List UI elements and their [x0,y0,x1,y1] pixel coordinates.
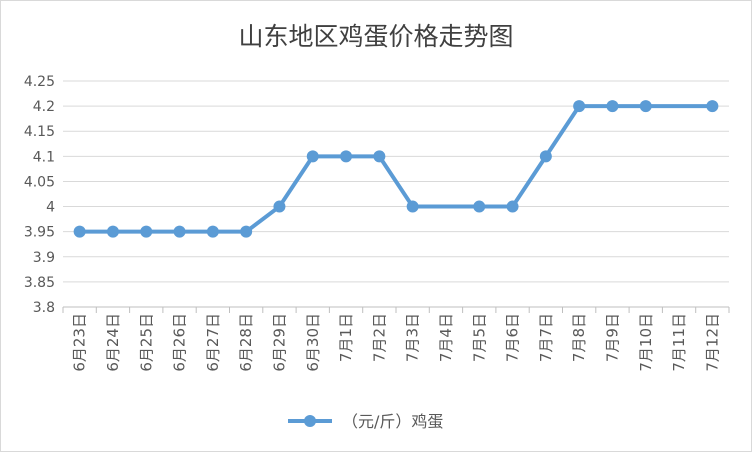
data-point [639,100,652,113]
data-point [473,200,486,213]
data-point [373,150,386,163]
data-point [706,100,719,113]
data-point [106,225,119,238]
x-tick-label: 6月24日 [104,313,122,372]
data-point [506,200,519,213]
data-point [73,225,86,238]
chart-title: 山东地区鸡蛋价格走势图 [238,22,513,51]
x-axis [62,306,730,313]
x-tick-label: 7月2日 [370,313,388,362]
x-tick-label: 6月27日 [204,313,222,372]
x-tick-label: 7月10日 [637,313,655,372]
data-point [173,225,186,238]
y-tick-label: 4.15 [24,124,55,140]
data-point [573,100,586,113]
x-tick-label: 6月28日 [237,313,255,372]
legend: （元/斤）鸡蛋 [288,412,443,431]
x-tick-label: 7月1日 [337,313,355,362]
x-tick-labels: 6月23日 6月24日 6月25日 6月26日 6月27日 6月28日 6月29日 6月30日… [71,313,722,372]
y-tick-label: 3.95 [24,225,55,241]
data-point [306,150,319,163]
x-tick-label: 7月11日 [670,313,688,372]
y-tick-label: 4.1 [33,149,55,165]
y-tick-label: 4.25 [24,74,55,90]
data-point [206,225,219,238]
x-tick-label: 6月30日 [304,313,322,372]
data-point [140,225,153,238]
y-tick-label: 3.8 [33,300,55,316]
y-tick-label: 4.2 [33,99,55,115]
y-tick-label: 4.05 [24,174,55,190]
legend-marker [304,415,316,427]
x-tick-label: 7月8日 [570,313,588,362]
gridlines [63,80,729,308]
y-tick-label: 4 [46,200,55,216]
y-tick-label: 3.9 [33,250,55,266]
data-point [406,200,419,213]
data-point [240,225,253,238]
y-tick-label: 3.85 [24,275,55,291]
series-line [79,104,713,234]
x-tick-label: 6月29日 [270,313,288,372]
x-tick-label: 6月23日 [71,313,89,372]
x-tick-label: 7月3日 [404,313,422,362]
x-tick-label: 6月25日 [137,313,155,372]
data-point [539,150,552,163]
data-point [606,100,619,113]
x-tick-label: 7月12日 [703,313,721,372]
data-point [340,150,353,163]
x-tick-label: 7月4日 [437,313,455,362]
legend-label: （元/斤）鸡蛋 [342,412,443,431]
x-tick-label: 7月9日 [603,313,621,362]
x-tick-label: 6月26日 [171,313,189,372]
x-tick-label: 7月6日 [504,313,522,362]
x-tick-label: 7月7日 [537,313,555,362]
x-tick-label: 7月5日 [470,313,488,362]
series-layer [73,100,719,238]
data-point [273,200,286,213]
y-tick-labels: 3.8 3.85 3.9 3.95 4 4.05 4.1 4.15 4.2 4.25 [24,74,55,316]
